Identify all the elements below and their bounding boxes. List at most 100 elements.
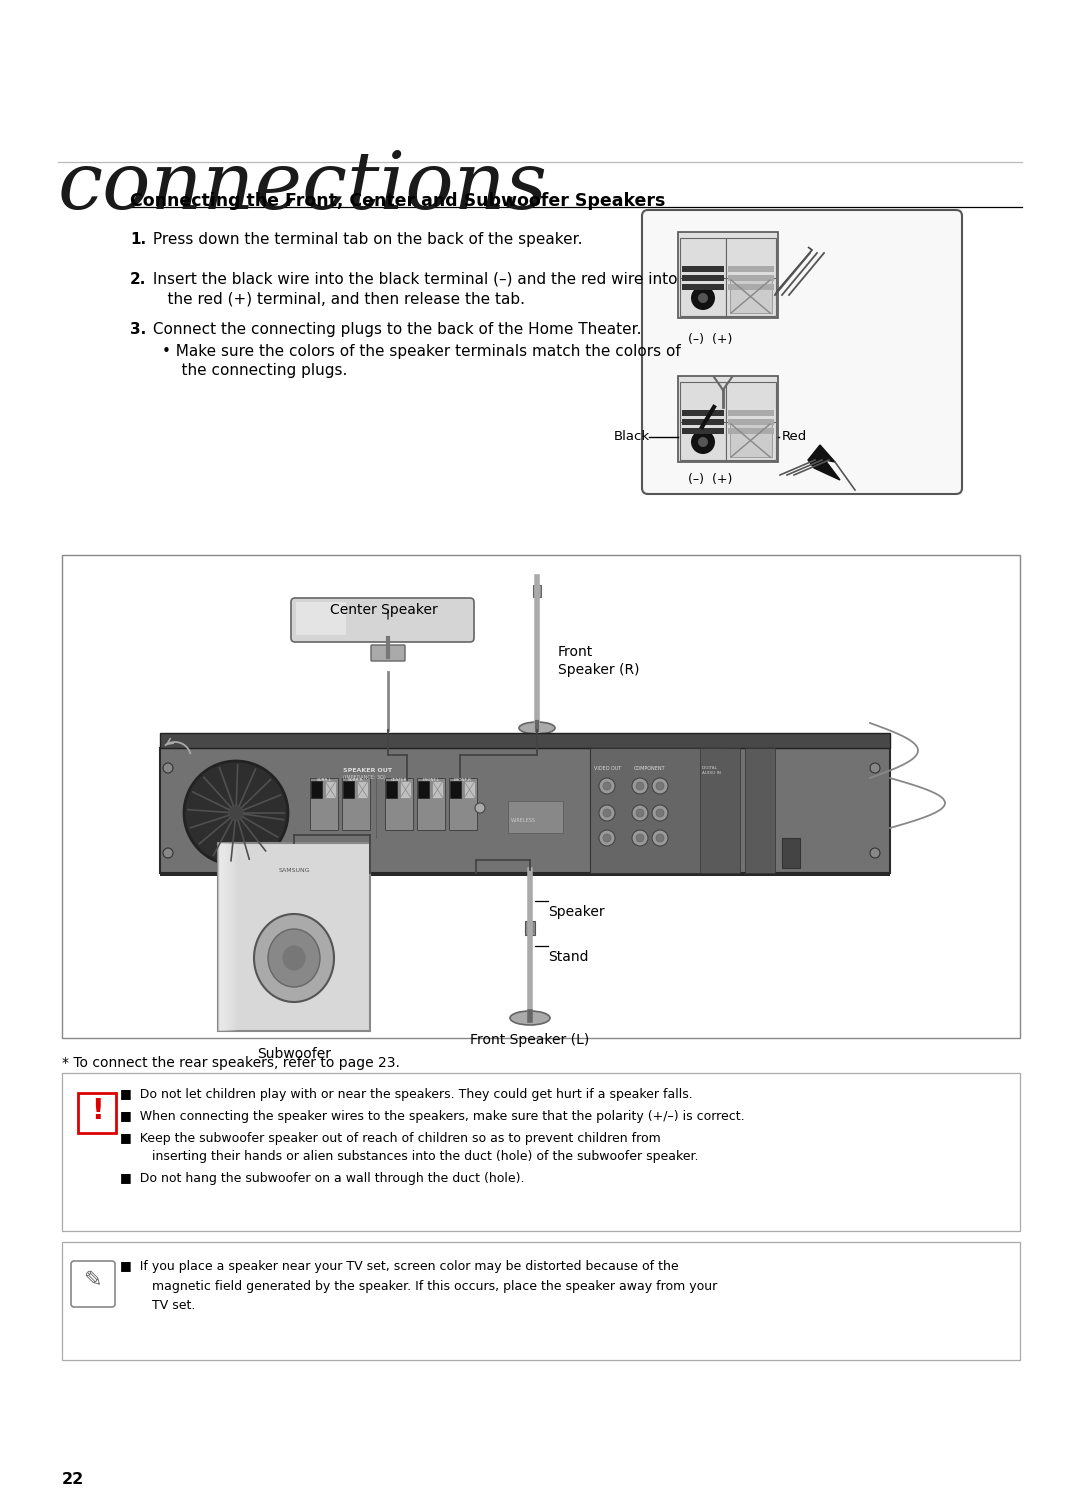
Bar [728, 419, 774, 425]
Text: CENTER: CENTER [391, 777, 407, 782]
Bar [534, 585, 541, 597]
Bar [680, 382, 726, 422]
Text: Stand: Stand [548, 950, 589, 964]
Bar [590, 747, 720, 873]
Bar [224, 843, 227, 1031]
Text: Front Speaker (L): Front Speaker (L) [471, 1032, 590, 1047]
Text: WIRELESS: WIRELESS [511, 818, 536, 824]
Circle shape [636, 809, 644, 818]
Circle shape [698, 437, 708, 448]
Bar [343, 780, 354, 798]
Bar [680, 421, 726, 460]
Circle shape [870, 762, 880, 773]
Bar [62, 1241, 1020, 1361]
Text: Insert the black wire into the black terminal (–) and the red wire into: Insert the black wire into the black ter… [148, 272, 677, 286]
Bar [681, 266, 724, 272]
Bar [218, 843, 221, 1031]
Text: SAMSUNG: SAMSUNG [279, 868, 310, 873]
Bar [681, 419, 724, 425]
Text: Center Speaker: Center Speaker [330, 603, 437, 618]
Bar [233, 843, 237, 1031]
Circle shape [636, 782, 644, 789]
Bar [221, 843, 224, 1031]
Text: (IMPEDANCE: 3Ω): (IMPEDANCE: 3Ω) [343, 774, 386, 780]
Text: SURR-R: SURR-R [348, 777, 364, 782]
Text: ■  Keep the subwoofer speaker out of reach of children so as to prevent children: ■ Keep the subwoofer speaker out of reac… [120, 1132, 661, 1144]
Circle shape [599, 806, 615, 821]
Text: * To connect the rear speakers, refer to page 23.: * To connect the rear speakers, refer to… [62, 1056, 400, 1070]
Bar [218, 843, 370, 1031]
Bar [726, 239, 777, 278]
Bar [678, 376, 778, 463]
Text: Subwoofer: Subwoofer [257, 1047, 330, 1061]
Ellipse shape [510, 1012, 550, 1025]
Circle shape [163, 762, 173, 773]
Circle shape [632, 806, 648, 821]
Text: ■  When connecting the speaker wires to the speakers, make sure that the polarit: ■ When connecting the speaker wires to t… [120, 1110, 744, 1123]
Circle shape [599, 777, 615, 794]
Bar [222, 843, 226, 1031]
Text: ■  If you place a speaker near your TV set, screen color may be distorted becaus: ■ If you place a speaker near your TV se… [120, 1261, 678, 1273]
Text: FRONT-L: FRONT-L [422, 777, 440, 782]
Bar [728, 428, 774, 434]
Circle shape [632, 830, 648, 846]
Ellipse shape [283, 946, 305, 970]
Text: magnetic field generated by the speaker. If this occurs, place the speaker away : magnetic field generated by the speaker.… [120, 1280, 717, 1294]
Bar [728, 410, 774, 416]
Bar [160, 733, 890, 747]
Text: 1.: 1. [130, 231, 146, 248]
Bar [310, 777, 338, 830]
Text: 2.: 2. [130, 272, 147, 286]
Circle shape [870, 847, 880, 858]
Text: the connecting plugs.: the connecting plugs. [162, 363, 348, 377]
Bar [450, 780, 461, 798]
Bar [745, 747, 775, 873]
Circle shape [652, 830, 669, 846]
Bar [681, 428, 724, 434]
Polygon shape [808, 445, 840, 480]
Bar [400, 780, 411, 798]
Circle shape [656, 834, 664, 841]
Bar [234, 843, 238, 1031]
Bar [384, 777, 413, 830]
Text: connections: connections [58, 148, 548, 225]
Bar [680, 239, 726, 278]
Circle shape [698, 292, 708, 303]
Bar [296, 601, 346, 636]
Bar [449, 777, 477, 830]
FancyBboxPatch shape [71, 1261, 114, 1307]
Bar [432, 780, 443, 798]
Bar [525, 921, 535, 935]
Bar [311, 780, 322, 798]
Circle shape [691, 430, 715, 454]
Bar [681, 275, 724, 280]
Bar [229, 843, 231, 1031]
Text: the red (+) terminal, and then release the tab.: the red (+) terminal, and then release t… [148, 292, 525, 307]
FancyBboxPatch shape [291, 598, 474, 642]
Text: SPEAKER OUT: SPEAKER OUT [343, 768, 392, 773]
Circle shape [603, 782, 611, 789]
Circle shape [632, 777, 648, 794]
Text: SURR-L: SURR-L [316, 777, 332, 782]
Bar [418, 780, 429, 798]
Circle shape [603, 834, 611, 841]
Bar [726, 421, 777, 460]
Bar [678, 231, 778, 318]
Circle shape [599, 830, 615, 846]
Bar [357, 780, 368, 798]
Circle shape [652, 806, 669, 821]
Text: Connect the connecting plugs to the back of the Home Theater.: Connect the connecting plugs to the back… [148, 322, 642, 337]
Circle shape [184, 761, 288, 865]
Bar [230, 843, 233, 1031]
Circle shape [636, 834, 644, 841]
Bar [464, 780, 475, 798]
Text: Connecting the Front, Center and Subwoofer Speakers: Connecting the Front, Center and Subwoof… [130, 192, 665, 210]
Bar [342, 777, 370, 830]
Bar [700, 747, 740, 873]
Bar [782, 839, 800, 868]
Bar [160, 747, 890, 873]
Bar [78, 1094, 116, 1132]
Circle shape [163, 847, 173, 858]
Text: • Make sure the colors of the speaker terminals match the colors of: • Make sure the colors of the speaker te… [162, 345, 680, 360]
Text: TV set.: TV set. [120, 1300, 195, 1311]
